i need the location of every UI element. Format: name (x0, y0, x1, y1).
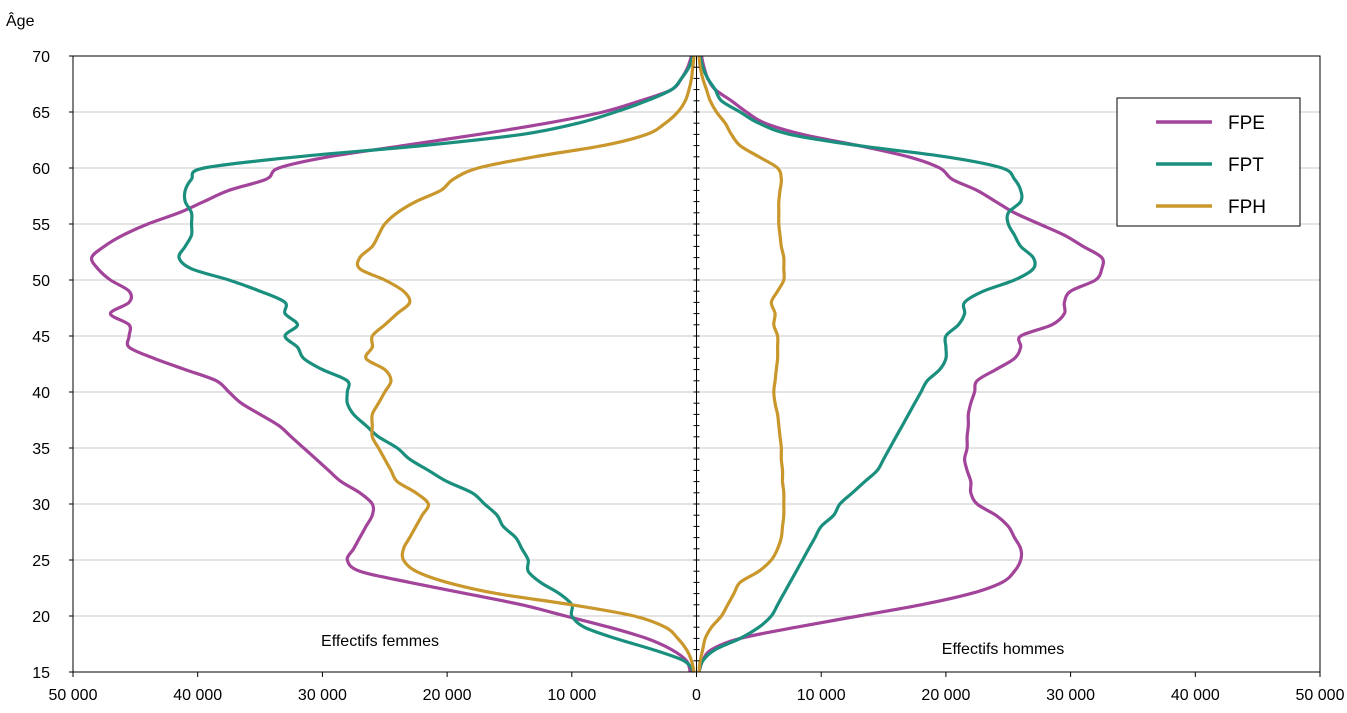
x-axis-ticks: 50 000 40 000 30 000 20 000 10 000 0 10 000 20 … (49, 672, 1345, 704)
series-fph-men-line (697, 55, 786, 673)
series-fpe-women-line (89, 55, 694, 673)
x-tick-label: 20 000 (423, 687, 472, 704)
y-tick-label: 45 (32, 329, 50, 346)
y-tick-label: 50 (32, 273, 50, 290)
x-tick-label: 30 000 (1046, 687, 1095, 704)
y-tick-label: 20 (32, 609, 50, 626)
y-tick-label: 15 (32, 665, 50, 682)
y-tick-label: 55 (32, 217, 50, 234)
annotation-women: Effectifs femmes (321, 633, 439, 650)
series-fpe-men-line (697, 55, 1106, 673)
y-axis-ticks: 15 20 25 30 35 40 45 50 55 60 65 70 (32, 49, 73, 682)
x-tick-label: 10 000 (547, 687, 596, 704)
legend-label-fpt: FPT (1228, 155, 1264, 176)
x-tick-label: 40 000 (1171, 687, 1220, 704)
x-tick-label: 10 000 (797, 687, 846, 704)
y-tick-label: 40 (32, 385, 50, 402)
x-tick-label: 0 (692, 687, 701, 704)
series-lines (89, 55, 1106, 674)
y-tick-label: 65 (32, 105, 50, 122)
y-tick-label: 30 (32, 497, 50, 514)
x-tick-label: 40 000 (173, 687, 222, 704)
series-fpt-men-line (697, 55, 1037, 673)
legend: FPE FPT FPH (1116, 97, 1301, 227)
x-tick-label: 30 000 (298, 687, 347, 704)
legend-label-fph: FPH (1228, 197, 1266, 218)
y-axis-title: Âge (6, 11, 35, 30)
x-tick-label: 50 000 (49, 687, 98, 704)
y-tick-label: 70 (32, 49, 50, 66)
annotation-men: Effectifs hommes (942, 641, 1064, 658)
y-tick-label: 35 (32, 441, 50, 458)
legend-label-fpe: FPE (1228, 113, 1265, 134)
x-tick-label: 20 000 (921, 687, 970, 704)
x-tick-label: 50 000 (1296, 687, 1345, 704)
y-tick-label: 60 (32, 161, 50, 178)
series-fpt-women-line (177, 55, 696, 674)
series-fph-women-line (355, 55, 696, 673)
y-tick-label: 25 (32, 553, 50, 570)
